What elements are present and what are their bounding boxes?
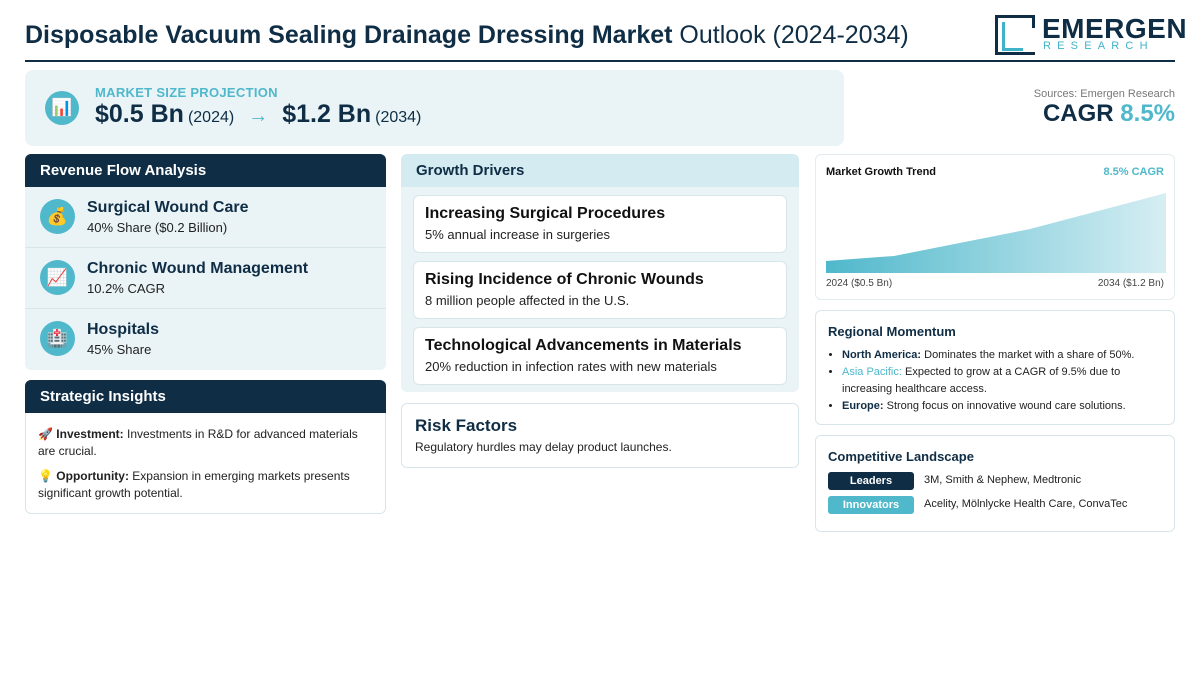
- end-year: (2034): [375, 109, 422, 126]
- market-growth-trend-card: Market Growth Trend 8.5% CAGR 2024 ($0.5…: [815, 154, 1175, 300]
- revenue-item-sub: 45% Share: [87, 342, 152, 357]
- leaders-badge: Leaders: [828, 472, 914, 490]
- revenue-item-sub: 10.2% CAGR: [87, 281, 166, 296]
- trend-start-label: 2024 ($0.5 Bn): [826, 278, 893, 289]
- lightbulb-icon: 💡: [38, 469, 53, 483]
- insight-item: 🚀 Investment: Investments in R&D for adv…: [38, 426, 373, 460]
- emergen-logo[interactable]: EMERGEN RESEARCH: [995, 13, 1187, 57]
- driver-title: Rising Incidence of Chronic Wounds: [425, 271, 704, 288]
- rocket-icon: 🚀: [38, 427, 53, 441]
- start-value: $0.5 Bn: [95, 100, 184, 128]
- driver-item: Rising Incidence of Chronic Wounds 8 mil…: [413, 261, 787, 319]
- title-bold: Disposable Vacuum Sealing Drainage Dress…: [25, 21, 673, 49]
- sources-text: Sources: Emergen Research: [1033, 88, 1175, 100]
- risk-factors-text: Regulatory hurdles may delay product lau…: [415, 440, 672, 454]
- growth-drivers-card: Growth Drivers Increasing Surgical Proce…: [401, 154, 799, 392]
- region-item: Asia Pacific: Expected to grow at a CAGR…: [842, 364, 1162, 398]
- regional-list: North America: Dominates the market with…: [842, 347, 1162, 415]
- money-bag-icon: 💰: [40, 199, 75, 234]
- trend-chart-icon: 📈: [40, 260, 75, 295]
- region-item: North America: Dominates the market with…: [842, 347, 1162, 364]
- projection-label: MARKET SIZE PROJECTION: [95, 85, 278, 100]
- competitor-row: Leaders 3M, Smith & Nephew, Medtronic: [828, 472, 1168, 490]
- competitive-title: Competitive Landscape: [828, 449, 974, 464]
- region-text: Dominates the market with a share of 50%…: [924, 349, 1135, 361]
- competitor-names: Acelity, Mölnlycke Health Care, ConvaTec: [924, 498, 1128, 510]
- revenue-item-sub: 40% Share ($0.2 Billion): [87, 220, 228, 235]
- header: Disposable Vacuum Sealing Drainage Dress…: [25, 10, 1187, 62]
- innovators-badge: Innovators: [828, 496, 914, 514]
- driver-sub: 20% reduction in infection rates with ne…: [425, 359, 717, 374]
- trend-area: [826, 193, 1166, 273]
- revenue-item-title: Chronic Wound Management: [87, 260, 309, 277]
- revenue-item: 🏥 Hospitals 45% Share: [25, 309, 386, 370]
- revenue-item-title: Hospitals: [87, 321, 160, 338]
- competitor-names: 3M, Smith & Nephew, Medtronic: [924, 474, 1082, 486]
- insight-text: Investments in R&D for advanced material…: [38, 427, 358, 458]
- projection-values: $0.5 Bn (2024) → $1.2 Bn (2034): [95, 100, 421, 129]
- regional-momentum-card: Regional Momentum North America: Dominat…: [815, 310, 1175, 425]
- region-label: Asia Pacific:: [842, 366, 902, 378]
- arrow-right-icon: →: [248, 105, 269, 127]
- hospital-icon: 🏥: [40, 321, 75, 356]
- revenue-item: 📈 Chronic Wound Management 10.2% CAGR: [25, 248, 386, 309]
- driver-title: Technological Advancements in Materials: [425, 337, 742, 354]
- driver-item: Technological Advancements in Materials …: [413, 327, 787, 385]
- logo-mark-icon: [995, 15, 1035, 55]
- cagr-summary: CAGR 8.5%: [1043, 100, 1175, 128]
- title-light: Outlook (2024-2034): [679, 21, 909, 49]
- bar-chart-icon: 📊: [45, 91, 79, 125]
- driver-item: Increasing Surgical Procedures 5% annual…: [413, 195, 787, 253]
- revenue-flow-card: Revenue Flow Analysis 💰 Surgical Wound C…: [25, 154, 386, 370]
- trend-title: Market Growth Trend: [826, 166, 937, 178]
- insight-text: Expansion in emerging markets presents s…: [38, 469, 350, 500]
- trend-end-label: 2034 ($1.2 Bn): [1097, 278, 1164, 289]
- driver-sub: 8 million people affected in the U.S.: [425, 293, 630, 308]
- risk-factors-card: Risk Factors Regulatory hurdles may dela…: [401, 403, 799, 468]
- revenue-item: 💰 Surgical Wound Care 40% Share ($0.2 Bi…: [25, 187, 386, 248]
- risk-factors-title: Risk Factors: [415, 416, 518, 435]
- trend-cagr: 8.5% CAGR: [1103, 166, 1164, 178]
- insight-item: 💡 Opportunity: Expansion in emerging mar…: [38, 468, 373, 502]
- revenue-item-title: Surgical Wound Care: [87, 199, 249, 216]
- regional-title: Regional Momentum: [828, 324, 956, 339]
- insight-label: Investment:: [56, 427, 124, 441]
- strategic-insights-title: Strategic Insights: [25, 380, 386, 413]
- cagr-label: CAGR: [1042, 100, 1114, 127]
- growth-drivers-title: Growth Drivers: [401, 154, 799, 187]
- page-title: Disposable Vacuum Sealing Drainage Dress…: [25, 21, 909, 50]
- insight-label: Opportunity:: [56, 469, 129, 483]
- cagr-value: 8.5%: [1120, 100, 1175, 127]
- logo-main-text: EMERGEN: [1042, 13, 1188, 44]
- strategic-insights-card: Strategic Insights 🚀 Investment: Investm…: [25, 380, 386, 514]
- region-text: Strong focus on innovative wound care so…: [886, 400, 1126, 412]
- end-value: $1.2 Bn: [282, 100, 372, 128]
- revenue-flow-title: Revenue Flow Analysis: [25, 154, 386, 187]
- region-text: Expected to grow at a CAGR of 9.5% due t…: [842, 366, 1121, 395]
- driver-sub: 5% annual increase in surgeries: [425, 227, 610, 242]
- region-item: Europe: Strong focus on innovative wound…: [842, 398, 1162, 415]
- region-label: Europe:: [842, 400, 884, 412]
- driver-title: Increasing Surgical Procedures: [425, 205, 666, 222]
- competitive-landscape-card: Competitive Landscape Leaders 3M, Smith …: [815, 435, 1175, 532]
- trend-area-chart: [826, 193, 1166, 273]
- competitor-row: Innovators Acelity, Mölnlycke Health Car…: [828, 496, 1168, 514]
- logo-sub-text: RESEARCH: [1043, 40, 1154, 52]
- market-size-projection: 📊 MARKET SIZE PROJECTION $0.5 Bn (2024) → $…: [25, 70, 844, 146]
- region-label: North America:: [842, 349, 922, 361]
- start-year: (2024): [187, 109, 235, 126]
